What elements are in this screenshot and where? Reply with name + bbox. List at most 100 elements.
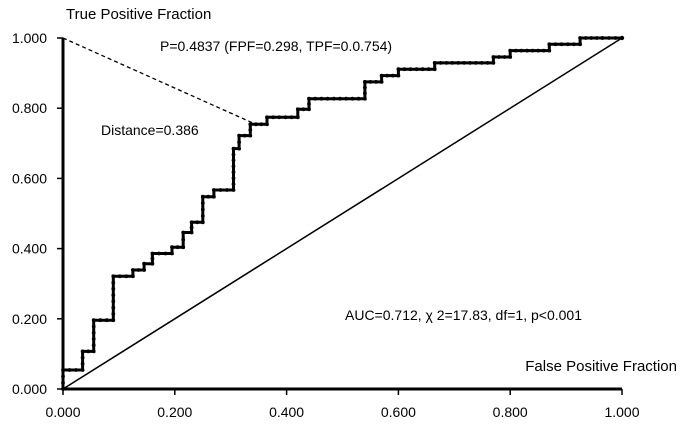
roc-point	[80, 368, 85, 372]
x-tick-label: 0.600	[381, 404, 416, 420]
roc-point	[379, 80, 384, 84]
roc-point	[150, 261, 155, 266]
roc-point	[589, 36, 594, 40]
roc-point	[379, 73, 384, 78]
roc-point	[242, 133, 247, 138]
roc-point	[74, 368, 78, 372]
roc-point	[117, 274, 122, 279]
distance-dashed-line	[62, 37, 257, 125]
roc-point	[181, 237, 186, 242]
roc-point	[136, 268, 141, 272]
roc-point	[212, 194, 216, 199]
roc-point	[91, 337, 96, 341]
roc-point	[150, 256, 155, 261]
distance-annotation: Distance=0.386	[101, 122, 199, 138]
roc-point	[473, 61, 478, 65]
roc-point	[432, 67, 437, 72]
roc-point	[91, 349, 96, 354]
roc-point	[356, 96, 361, 101]
roc-point	[479, 61, 484, 65]
optimal-point-annotation: P=0.4837 (FPF=0.298, TPF=0.0.754)	[160, 38, 392, 54]
roc-point	[91, 318, 96, 323]
roc-point	[578, 42, 582, 47]
roc-point	[559, 42, 564, 47]
roc-point	[91, 330, 96, 335]
roc-point	[61, 368, 65, 372]
roc-point	[578, 36, 582, 40]
roc-point	[338, 96, 342, 101]
roc-point	[231, 152, 236, 157]
roc-point	[432, 61, 437, 65]
roc-point	[111, 318, 116, 323]
roc-point	[426, 67, 431, 72]
roc-point	[265, 122, 269, 127]
roc-point	[265, 115, 269, 120]
roc-point	[206, 194, 211, 199]
roc-point	[111, 274, 116, 279]
roc-point	[295, 107, 300, 112]
roc-point	[363, 80, 367, 84]
roc-point	[594, 36, 599, 40]
roc-point	[607, 36, 611, 40]
roc-point	[212, 188, 216, 192]
roc-point	[80, 355, 85, 360]
roc-point	[163, 251, 168, 256]
roc-point	[104, 318, 109, 323]
roc-point	[307, 96, 311, 101]
roc-point	[231, 188, 236, 192]
roc-point	[283, 115, 288, 120]
roc-point	[189, 220, 194, 225]
roc-point	[189, 230, 194, 235]
roc-point	[390, 73, 395, 78]
roc-point	[225, 188, 229, 192]
x-tick-label: 0.400	[269, 404, 304, 420]
roc-point	[344, 96, 349, 101]
roc-point	[385, 73, 390, 78]
roc-point	[497, 55, 501, 59]
y-tick-label: 0.800	[12, 100, 47, 116]
roc-point	[170, 251, 174, 256]
roc-point	[491, 61, 496, 65]
roc-point	[111, 280, 116, 285]
roc-point	[536, 48, 540, 53]
roc-point	[331, 96, 336, 101]
roc-point	[111, 305, 116, 310]
roc-point	[248, 133, 253, 138]
roc-point	[231, 146, 236, 151]
roc-point	[181, 230, 186, 235]
roc-point	[237, 146, 242, 151]
y-tick-label: 1.000	[12, 30, 47, 46]
roc-point	[254, 122, 258, 127]
y-tick-label: 0.600	[12, 170, 47, 186]
roc-point	[502, 55, 507, 59]
x-tick-label: 0.000	[45, 404, 80, 420]
roc-point	[200, 220, 205, 225]
roc-point	[307, 107, 311, 112]
roc-point	[547, 42, 552, 47]
roc-point	[200, 201, 205, 206]
x-tick-label: 0.800	[493, 404, 528, 420]
roc-point	[98, 318, 103, 323]
roc-point	[248, 128, 253, 132]
x-tick-label: 1.000	[604, 404, 639, 420]
roc-point	[468, 61, 472, 65]
roc-point	[200, 214, 205, 218]
roc-point	[313, 96, 318, 101]
roc-point	[200, 194, 205, 199]
roc-point	[600, 36, 605, 40]
roc-point	[80, 361, 85, 366]
roc-point	[131, 268, 135, 272]
roc-point	[231, 176, 236, 181]
roc-point	[131, 274, 135, 279]
roc-point	[525, 48, 529, 53]
roc-point	[368, 80, 373, 84]
roc-point	[150, 251, 155, 256]
roc-point	[231, 158, 236, 163]
roc-point	[259, 122, 264, 127]
roc-point	[61, 380, 65, 385]
roc-point	[363, 91, 367, 95]
roc-point	[200, 207, 205, 212]
roc-point	[67, 368, 72, 372]
roc-point	[374, 80, 378, 84]
